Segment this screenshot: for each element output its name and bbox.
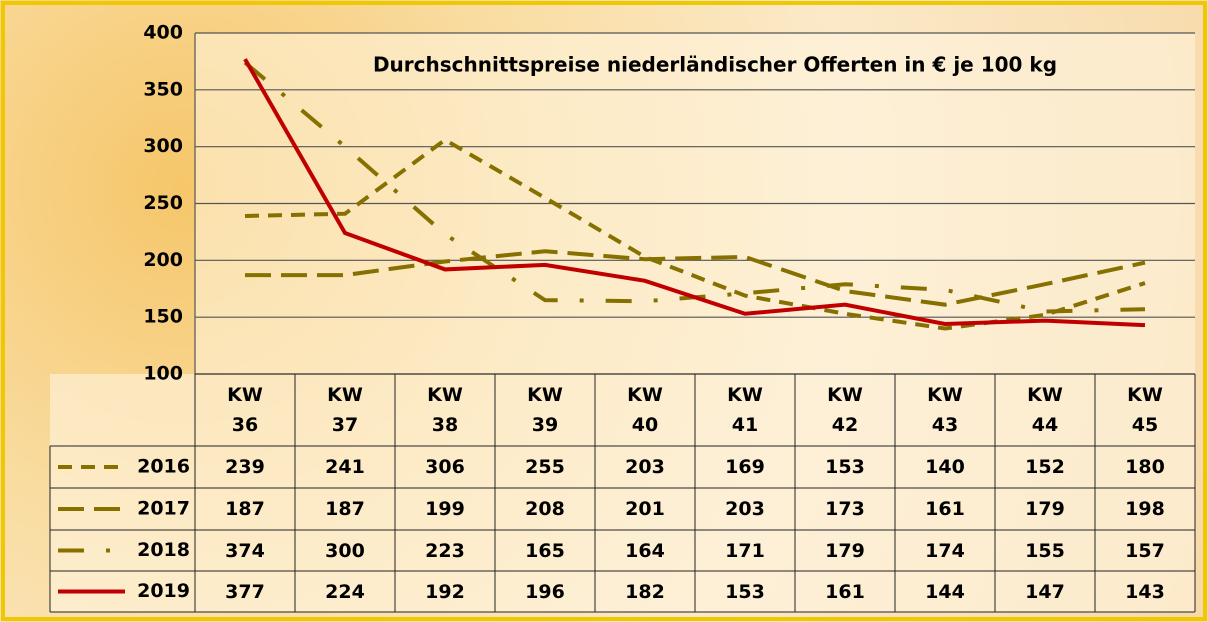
y-tick-label: 300 bbox=[143, 135, 183, 157]
table-value: 201 bbox=[625, 498, 665, 520]
table-value: 173 bbox=[825, 498, 865, 520]
table-value: 140 bbox=[925, 456, 965, 478]
x-tick-label: KW 42 bbox=[827, 384, 863, 436]
table-value: 198 bbox=[1125, 498, 1165, 520]
table-value: 161 bbox=[925, 498, 965, 520]
chart-title: Durchschnittspreise niederländischer Off… bbox=[373, 53, 1057, 77]
table-value: 179 bbox=[825, 539, 865, 562]
table-value: 203 bbox=[725, 498, 765, 520]
x-tick-label: KW 36 bbox=[227, 384, 263, 436]
x-tick-label: KW 39 bbox=[527, 384, 563, 436]
table-value: 152 bbox=[1025, 456, 1065, 478]
table-value: 180 bbox=[1125, 456, 1165, 478]
table-value: 182 bbox=[625, 580, 665, 603]
table-value: 255 bbox=[525, 456, 565, 478]
table-value: 171 bbox=[725, 539, 765, 562]
series-line bbox=[243, 58, 1146, 328]
table-value: 187 bbox=[325, 498, 365, 520]
table-value: 377 bbox=[225, 580, 265, 603]
table-value: 157 bbox=[1125, 539, 1165, 562]
x-tick-label: KW 44 bbox=[1027, 384, 1063, 436]
table-value: 239 bbox=[225, 456, 265, 478]
table-value: 374 bbox=[225, 539, 265, 562]
table-value: 164 bbox=[625, 539, 665, 562]
table-value: 223 bbox=[425, 539, 465, 562]
table-value: 192 bbox=[425, 580, 465, 603]
table-value: 199 bbox=[425, 498, 465, 520]
x-tick-label: KW 40 bbox=[627, 384, 663, 436]
table-value: 143 bbox=[1125, 580, 1165, 603]
table-value: 224 bbox=[325, 580, 365, 603]
table-value: 153 bbox=[725, 580, 765, 603]
table-value: 187 bbox=[225, 498, 265, 520]
x-tick-label: KW 43 bbox=[927, 384, 963, 436]
x-tick-label: KW 45 bbox=[1127, 384, 1163, 436]
table-value: 174 bbox=[925, 539, 965, 562]
legend-label: 2018 bbox=[137, 539, 190, 561]
table-value: 147 bbox=[1025, 580, 1065, 603]
table-value: 153 bbox=[825, 456, 865, 478]
legend-label: 2017 bbox=[137, 498, 190, 520]
x-tick-label: KW 37 bbox=[327, 384, 363, 436]
table-value: 155 bbox=[1025, 539, 1065, 562]
table-area bbox=[50, 374, 1195, 612]
y-tick-label: 200 bbox=[143, 249, 183, 271]
table-value: 203 bbox=[625, 456, 665, 478]
x-tick-label: KW 38 bbox=[427, 384, 463, 436]
y-tick-label: 400 bbox=[143, 22, 183, 44]
table-value: 169 bbox=[725, 456, 765, 478]
series-line bbox=[245, 249, 1146, 307]
table-value: 300 bbox=[325, 539, 365, 562]
legend-label: 2019 bbox=[137, 580, 190, 602]
table-value: 208 bbox=[525, 498, 565, 520]
y-tick-label: 100 bbox=[143, 363, 183, 385]
y-tick-label: 150 bbox=[143, 306, 183, 328]
y-tick-label: 250 bbox=[143, 192, 183, 214]
table-value: 161 bbox=[825, 580, 865, 603]
x-tick-label: KW 41 bbox=[727, 384, 763, 436]
table-value: 306 bbox=[425, 456, 465, 478]
legend-label: 2016 bbox=[137, 456, 190, 478]
y-tick-label: 350 bbox=[143, 78, 183, 100]
table-value: 144 bbox=[925, 580, 965, 603]
table-value: 196 bbox=[525, 580, 565, 603]
table-value: 179 bbox=[1025, 498, 1065, 520]
table-value: 165 bbox=[525, 539, 565, 562]
table-value: 241 bbox=[325, 456, 365, 478]
